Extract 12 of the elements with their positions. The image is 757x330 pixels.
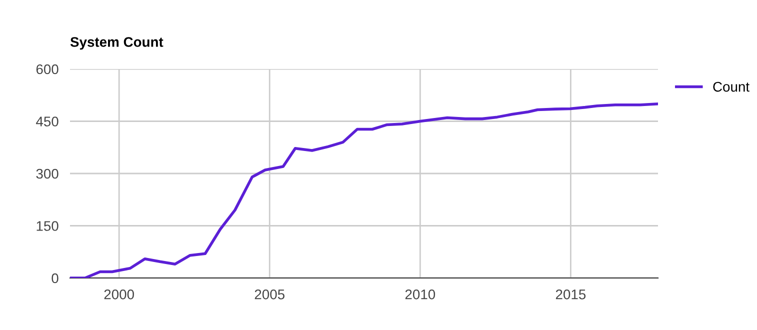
y-tick-label: 0	[52, 273, 58, 284]
y-tick-label: 300	[36, 168, 58, 179]
x-tick-label: 2010	[405, 289, 436, 300]
y-tick-label: 600	[36, 64, 58, 74]
legend-label: Count	[713, 82, 750, 92]
x-tick-label: 2005	[254, 289, 284, 300]
chart-title: System Count	[70, 37, 164, 50]
x-tick-label: 2015	[556, 289, 586, 300]
x-tick-label: 2000	[104, 289, 134, 300]
y-tick-label: 450	[36, 116, 58, 126]
y-tick-label: 150	[36, 221, 58, 231]
line-series	[70, 102, 658, 278]
